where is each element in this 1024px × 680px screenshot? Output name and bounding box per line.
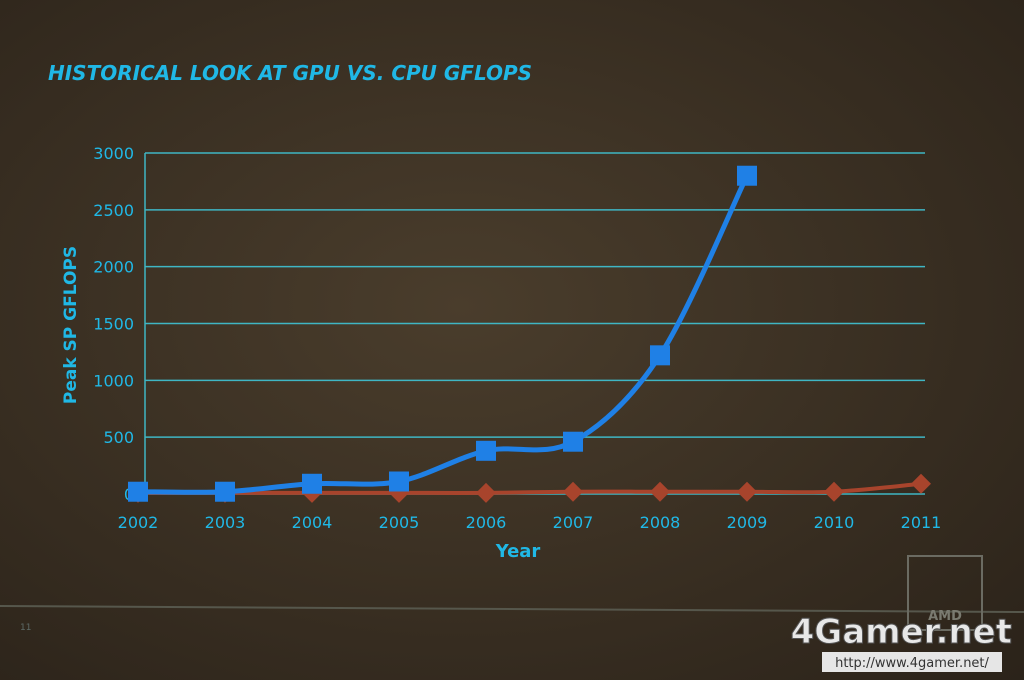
watermark-url: http://www.4gamer.net/ xyxy=(835,656,989,671)
logo: AMD xyxy=(928,609,962,624)
y-tick-label: 1000 xyxy=(93,371,134,390)
series-line xyxy=(138,481,922,495)
marker xyxy=(215,481,235,502)
y-tick-label: 500 xyxy=(103,428,134,447)
marker xyxy=(650,345,670,366)
x-tick-label: 2002 xyxy=(118,513,159,532)
x-tick-label: 2007 xyxy=(553,513,594,532)
marker xyxy=(737,165,757,186)
x-tick-label: 2003 xyxy=(205,513,246,532)
x-tick-label: 2009 xyxy=(727,513,768,532)
watermark-brand: 4Gamer.net xyxy=(791,612,1012,652)
chart-title: HISTORICAL LOOK AT GPU VS. CPU GFLOPS xyxy=(48,61,532,85)
marker xyxy=(128,481,148,502)
marker xyxy=(824,481,844,502)
marker xyxy=(563,481,583,502)
x-tick-label: 2008 xyxy=(640,513,681,532)
x-axis-label: Year xyxy=(495,541,541,562)
slide-number: 11 xyxy=(20,623,31,633)
footer-rule xyxy=(0,605,1024,613)
y-tick-label: 2500 xyxy=(93,201,134,220)
x-tick-label: 2004 xyxy=(292,513,333,532)
x-tick-label: 2010 xyxy=(814,513,855,532)
marker xyxy=(737,481,757,502)
x-tick-label: 2005 xyxy=(379,513,420,532)
marker xyxy=(389,471,409,492)
marker xyxy=(476,440,496,461)
x-tick-label: 2006 xyxy=(466,513,507,532)
marker xyxy=(650,481,670,502)
marker xyxy=(911,473,931,494)
y-tick-label: 3000 xyxy=(93,144,134,163)
watermark-url-box xyxy=(822,652,1002,672)
y-tick-label: 1500 xyxy=(93,315,134,334)
marker xyxy=(563,431,583,452)
x-tick-label: 2011 xyxy=(901,513,942,532)
y-axis-label: Peak SP GFLOPS xyxy=(61,246,81,404)
y-tick-label: 2000 xyxy=(93,258,134,277)
logo-box xyxy=(907,555,983,631)
marker xyxy=(302,473,322,494)
marker xyxy=(476,482,496,503)
